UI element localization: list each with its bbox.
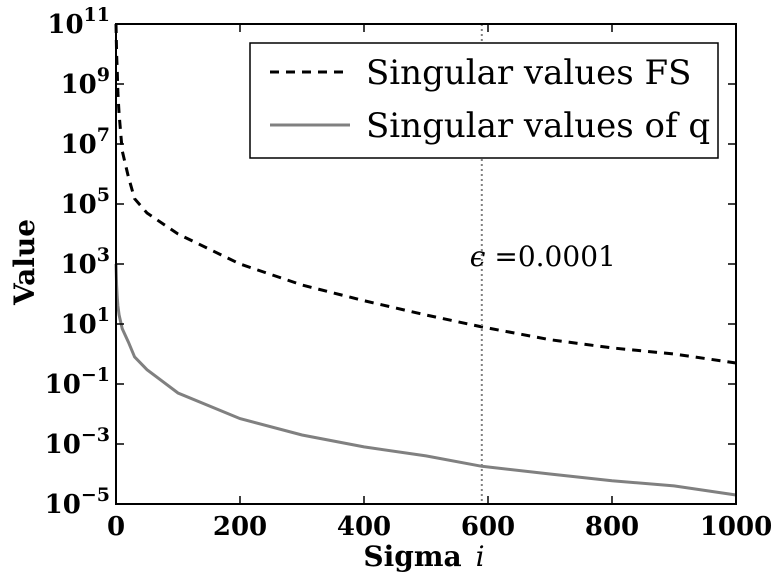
y-tick-label: 109 — [61, 64, 110, 100]
y-tick-label: 1011 — [47, 4, 110, 40]
epsilon-value: =0.0001 — [485, 240, 615, 273]
x-tick-label: 0 — [107, 512, 125, 542]
y-tick-label: 107 — [61, 124, 110, 160]
y-tick-label: 105 — [61, 184, 110, 220]
y-tick-label: 101 — [61, 304, 110, 340]
x-tick-label: 400 — [337, 512, 391, 542]
y-axis-title: Value — [8, 219, 41, 306]
x-tick-label: 1000 — [700, 512, 772, 542]
y-tick-label: 10−3 — [45, 424, 110, 460]
legend-label-fs: Singular values FS — [366, 53, 691, 93]
series-layer — [114, 23, 737, 497]
x-tick-label: 800 — [585, 512, 639, 542]
x-axis-symbol: i — [476, 540, 485, 573]
x-axis-title: Sigma i — [363, 540, 484, 573]
legend-box — [249, 42, 719, 159]
y-tick-label: 103 — [61, 244, 110, 280]
x-axis-label: Sigma — [363, 540, 461, 573]
series-line-1 — [114, 263, 737, 497]
y-tick-label: 10−1 — [45, 364, 110, 400]
x-ticks: 0 200 400 600 800 1000 — [107, 24, 772, 542]
x-tick-label: 600 — [461, 512, 515, 542]
x-tick-label: 200 — [213, 512, 267, 542]
y-tick-label: 10−5 — [45, 484, 110, 520]
epsilon-annotation: ϵ =0.0001 — [470, 240, 616, 273]
series-line-0 — [114, 23, 737, 365]
epsilon-symbol: ϵ — [470, 240, 486, 273]
y-ticks: 1011 109 107 105 103 101 10−1 10−3 10−5 — [45, 4, 736, 520]
legend: Singular values FS Singular values of q — [249, 42, 719, 159]
legend-label-q: Singular values of q — [366, 106, 710, 146]
